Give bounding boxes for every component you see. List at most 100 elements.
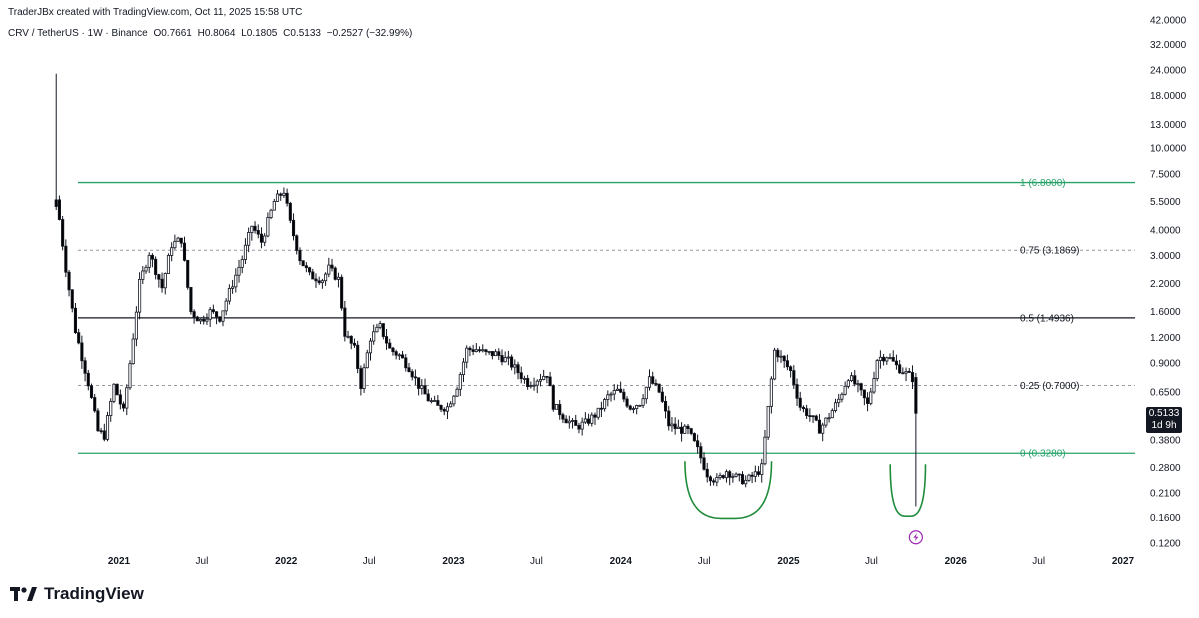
candle-down bbox=[660, 391, 664, 402]
candle-up bbox=[715, 477, 719, 483]
candle-up bbox=[378, 323, 382, 328]
candle-down bbox=[118, 394, 122, 405]
candle-down bbox=[436, 400, 440, 406]
candle-up bbox=[647, 376, 652, 388]
candle-down bbox=[215, 311, 219, 318]
candle-down bbox=[798, 397, 802, 408]
candle-down bbox=[811, 415, 815, 418]
candle-up bbox=[529, 385, 533, 388]
candle-down bbox=[298, 250, 302, 262]
price-tick-label: 3.0000 bbox=[1150, 251, 1181, 262]
candle-down bbox=[500, 355, 504, 363]
candle-down bbox=[301, 260, 305, 267]
candle-up bbox=[372, 331, 376, 342]
time-axis[interactable]: 2021 Jul 2022 Jul 2023 Jul 2024 Jul 2025 Jul 2026 J… bbox=[108, 556, 1135, 567]
price-tick-label: 42.0000 bbox=[1150, 16, 1187, 27]
candle-up bbox=[635, 405, 639, 409]
candle-down bbox=[356, 344, 360, 369]
candle-down bbox=[817, 419, 822, 434]
candle-down bbox=[182, 242, 187, 261]
candle-up bbox=[452, 395, 456, 405]
candle-up bbox=[542, 375, 546, 380]
price-axis[interactable]: 42.0000 32.0000 24.0000 18.0000 13.0000 10.00… bbox=[1150, 16, 1187, 550]
candle-down bbox=[663, 401, 668, 412]
candle-down bbox=[150, 254, 154, 260]
candle-up bbox=[840, 393, 844, 400]
candle-down bbox=[352, 342, 357, 346]
price-tick-label: 0.1200 bbox=[1150, 539, 1181, 550]
price-tick-label: 1.2000 bbox=[1150, 333, 1181, 344]
candle-up bbox=[375, 326, 379, 333]
candle-down bbox=[64, 245, 68, 273]
candle-up bbox=[872, 378, 876, 393]
candles bbox=[54, 73, 918, 507]
candle-up bbox=[506, 356, 510, 359]
candle-up bbox=[320, 280, 324, 284]
candle-down bbox=[426, 393, 430, 402]
candle-down bbox=[708, 476, 712, 482]
candle-down bbox=[160, 278, 164, 289]
candle-down bbox=[545, 375, 549, 378]
candle-down bbox=[192, 311, 196, 318]
candle-up bbox=[609, 393, 613, 396]
time-tick-label: Jul bbox=[530, 556, 543, 567]
candle-down bbox=[311, 271, 315, 280]
price-tick-label: 5.5000 bbox=[1150, 197, 1181, 208]
candle-down bbox=[115, 383, 119, 396]
time-tick-label: Jul bbox=[698, 556, 711, 567]
candle-down bbox=[93, 397, 97, 412]
candle-down bbox=[477, 349, 482, 352]
price-tick-label: 32.0000 bbox=[1150, 40, 1187, 51]
candle-up bbox=[282, 192, 286, 196]
candle-up bbox=[532, 384, 536, 387]
rounded-bottom-annotation bbox=[684, 461, 773, 520]
candle-up bbox=[112, 383, 116, 402]
candle-down bbox=[776, 349, 780, 358]
candle-up bbox=[638, 404, 642, 407]
candle-down bbox=[808, 415, 812, 417]
candle-down bbox=[73, 307, 78, 334]
candle-up bbox=[105, 415, 110, 440]
candle-down bbox=[99, 430, 103, 433]
candle-up bbox=[275, 193, 280, 202]
price-tick-label: 0.2800 bbox=[1150, 463, 1181, 474]
candle-up bbox=[846, 380, 850, 387]
candle-up bbox=[878, 356, 882, 361]
candle-up bbox=[590, 414, 594, 424]
candle-down bbox=[622, 391, 626, 400]
candle-up bbox=[221, 310, 225, 322]
legend-open: O0.7661 bbox=[153, 28, 192, 39]
candle-down bbox=[882, 356, 886, 362]
candle-down bbox=[795, 384, 799, 399]
candle-down bbox=[894, 360, 898, 366]
time-tick-label: 2021 bbox=[108, 556, 131, 567]
fib-level-label: 0.25 (0.7000) bbox=[1020, 381, 1080, 392]
candle-up bbox=[535, 380, 539, 386]
rounded-bottom-annotation bbox=[889, 464, 927, 518]
candle-down bbox=[57, 199, 61, 220]
candle-down bbox=[737, 473, 741, 476]
candle-up bbox=[567, 420, 571, 424]
price-tick-label: 0.6500 bbox=[1150, 388, 1181, 399]
candle-down bbox=[86, 372, 90, 387]
fib-level-label: 0 (0.3280) bbox=[1020, 449, 1066, 460]
candle-down bbox=[789, 366, 793, 371]
candle-down bbox=[654, 383, 658, 385]
candle-down bbox=[497, 351, 501, 356]
candle-down bbox=[61, 219, 65, 247]
candle-down bbox=[54, 199, 58, 207]
candle-up bbox=[176, 237, 180, 242]
candle-up bbox=[869, 391, 873, 404]
candle-up bbox=[365, 352, 369, 369]
candle-down bbox=[907, 370, 911, 373]
candle-down bbox=[179, 237, 183, 244]
candle-down bbox=[651, 376, 655, 384]
candle-up bbox=[676, 426, 680, 429]
candle-up bbox=[827, 417, 831, 420]
candle-up bbox=[603, 399, 607, 410]
candle-up bbox=[128, 363, 132, 389]
candle-down bbox=[901, 372, 905, 375]
candle-down bbox=[340, 276, 344, 309]
candle-up bbox=[455, 388, 459, 397]
